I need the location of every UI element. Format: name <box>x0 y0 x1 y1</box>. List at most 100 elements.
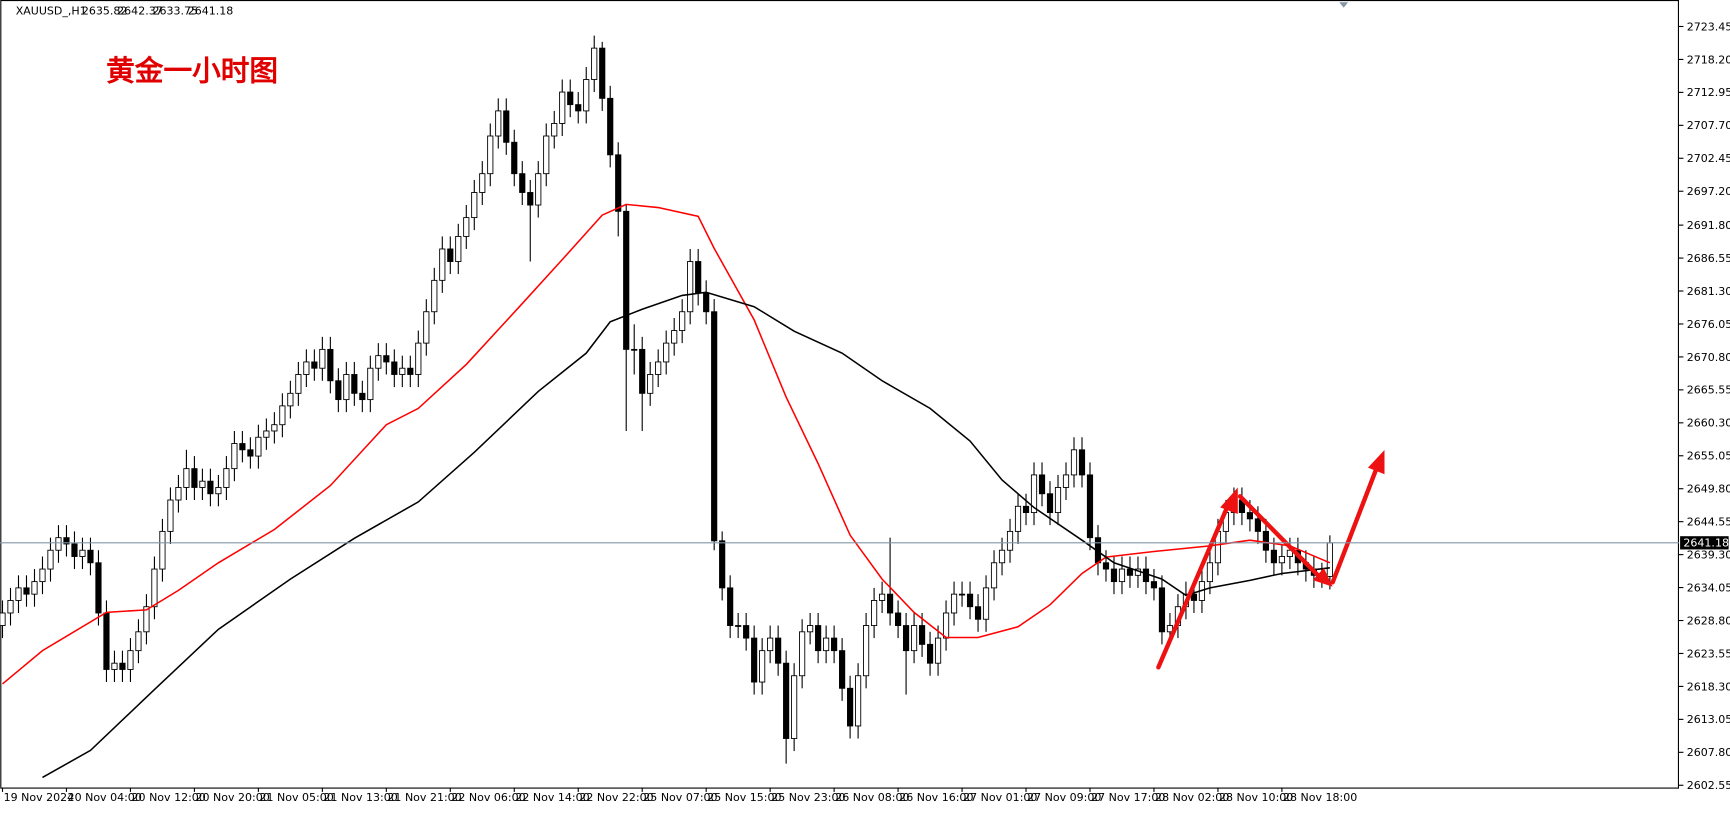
y-tick-label: 2618.30 <box>1687 680 1730 693</box>
candle-body <box>823 637 830 652</box>
candle-body <box>375 355 382 369</box>
header-high: 2642.37 <box>117 4 163 17</box>
y-tick-label: 2712.95 <box>1687 86 1730 99</box>
candle-body <box>687 261 694 313</box>
candle-body <box>902 625 910 652</box>
header: XAUUSD_,H1 2635.82 2642.37 2633.75 2641.… <box>16 4 234 17</box>
candle-body <box>71 543 78 557</box>
chart-title: 黄金一小时图 <box>106 55 278 88</box>
symbol: XAUUSD_,H1 <box>16 4 87 17</box>
shift-marker <box>1339 2 1349 8</box>
y-tick-label: 2607.80 <box>1687 746 1730 759</box>
candle-body <box>735 625 742 627</box>
candle-body <box>399 367 406 375</box>
candle-body <box>671 330 678 344</box>
candle-body <box>1262 530 1270 551</box>
candle-body <box>1326 542 1333 577</box>
x-tick-label: 21 Nov 13:00 <box>323 791 397 804</box>
y-tick-label: 2723.45 <box>1687 20 1730 33</box>
x-tick-label: 27 Nov 01:00 <box>963 791 1037 804</box>
candle-body <box>974 606 982 620</box>
candle-body <box>775 637 782 664</box>
candle-body <box>607 97 614 156</box>
candle-body <box>567 91 574 106</box>
candle-body <box>207 480 214 495</box>
y-tick-label: 2681.30 <box>1687 285 1730 298</box>
x-tick-label: 19 Nov 2024 <box>4 791 75 804</box>
candle-body <box>359 392 366 401</box>
candle-body <box>167 499 174 532</box>
candle-body <box>311 361 318 369</box>
candle-body <box>599 47 606 99</box>
candle-body <box>0 612 6 626</box>
y-tick-label: 2649.80 <box>1687 483 1730 496</box>
arrowhead <box>1312 568 1333 587</box>
candle-body <box>655 361 662 375</box>
candle-body <box>767 637 774 652</box>
candle-body <box>119 662 126 670</box>
candle-body <box>631 348 638 351</box>
arrow-up <box>1156 500 1232 670</box>
candle-body <box>1270 549 1277 564</box>
candle-body <box>439 248 446 281</box>
candle-body <box>1278 556 1285 564</box>
candle-body <box>519 173 526 193</box>
x-tick-label: 27 Nov 09:00 <box>1027 791 1101 804</box>
candle-body <box>727 587 734 626</box>
y-tick-label: 2628.80 <box>1687 614 1730 627</box>
candle-body <box>319 348 326 369</box>
candle-body <box>1206 562 1214 583</box>
candle-body <box>511 141 518 175</box>
candle-body <box>455 235 462 262</box>
candle-body <box>535 173 542 206</box>
candle-body <box>127 650 134 670</box>
candle-body <box>759 650 766 683</box>
y-tick-label: 2702.45 <box>1687 152 1730 165</box>
arrowhead <box>1367 450 1385 475</box>
x-tick-label: 28 Nov 18:00 <box>1283 791 1357 804</box>
candle-body <box>543 135 550 175</box>
y-tick-label: 2718.20 <box>1687 53 1730 66</box>
candle-body <box>703 292 710 313</box>
candle-body <box>751 637 758 683</box>
candle-body <box>1054 487 1062 514</box>
candle-body <box>679 311 686 332</box>
candle-body <box>247 449 254 457</box>
candle-body <box>87 549 94 564</box>
candle-body <box>527 192 534 206</box>
x-tick-label: 20 Nov 12:00 <box>132 791 206 804</box>
candle-body <box>15 587 22 601</box>
y-tick-label: 2613.05 <box>1687 713 1730 726</box>
candle-body <box>503 110 510 143</box>
candle-body <box>351 374 358 394</box>
candle-body <box>223 468 230 488</box>
candle-body <box>966 593 974 608</box>
arrow-up <box>1330 465 1379 585</box>
annotation-arrows <box>1156 450 1385 670</box>
candle-body <box>583 79 590 112</box>
candle-body <box>495 110 502 137</box>
candle-body <box>255 436 262 457</box>
candle-body <box>1078 449 1086 476</box>
candle-body <box>327 348 334 382</box>
y-tick-label: 2655.05 <box>1687 450 1730 463</box>
y-tick-label: 2707.70 <box>1687 119 1730 132</box>
candle-body <box>719 540 726 589</box>
candle-body <box>135 631 142 652</box>
y-tick-label: 2644.55 <box>1687 516 1730 529</box>
candle-body <box>343 374 350 401</box>
header-open: 2635.82 <box>82 4 128 17</box>
header-close: 2641.18 <box>188 4 234 17</box>
candle-body <box>1102 562 1110 570</box>
y-tick-label: 2639.30 <box>1687 548 1730 561</box>
candle-body <box>1142 568 1150 583</box>
y-tick-label: 2665.55 <box>1687 384 1730 397</box>
candle-body <box>551 123 558 137</box>
candle-body <box>783 662 790 739</box>
candle-body <box>1118 568 1126 583</box>
y-tick-label: 2670.80 <box>1687 351 1730 364</box>
candle-body <box>982 587 990 620</box>
candle-body <box>1038 474 1046 495</box>
candle-body <box>31 581 38 595</box>
